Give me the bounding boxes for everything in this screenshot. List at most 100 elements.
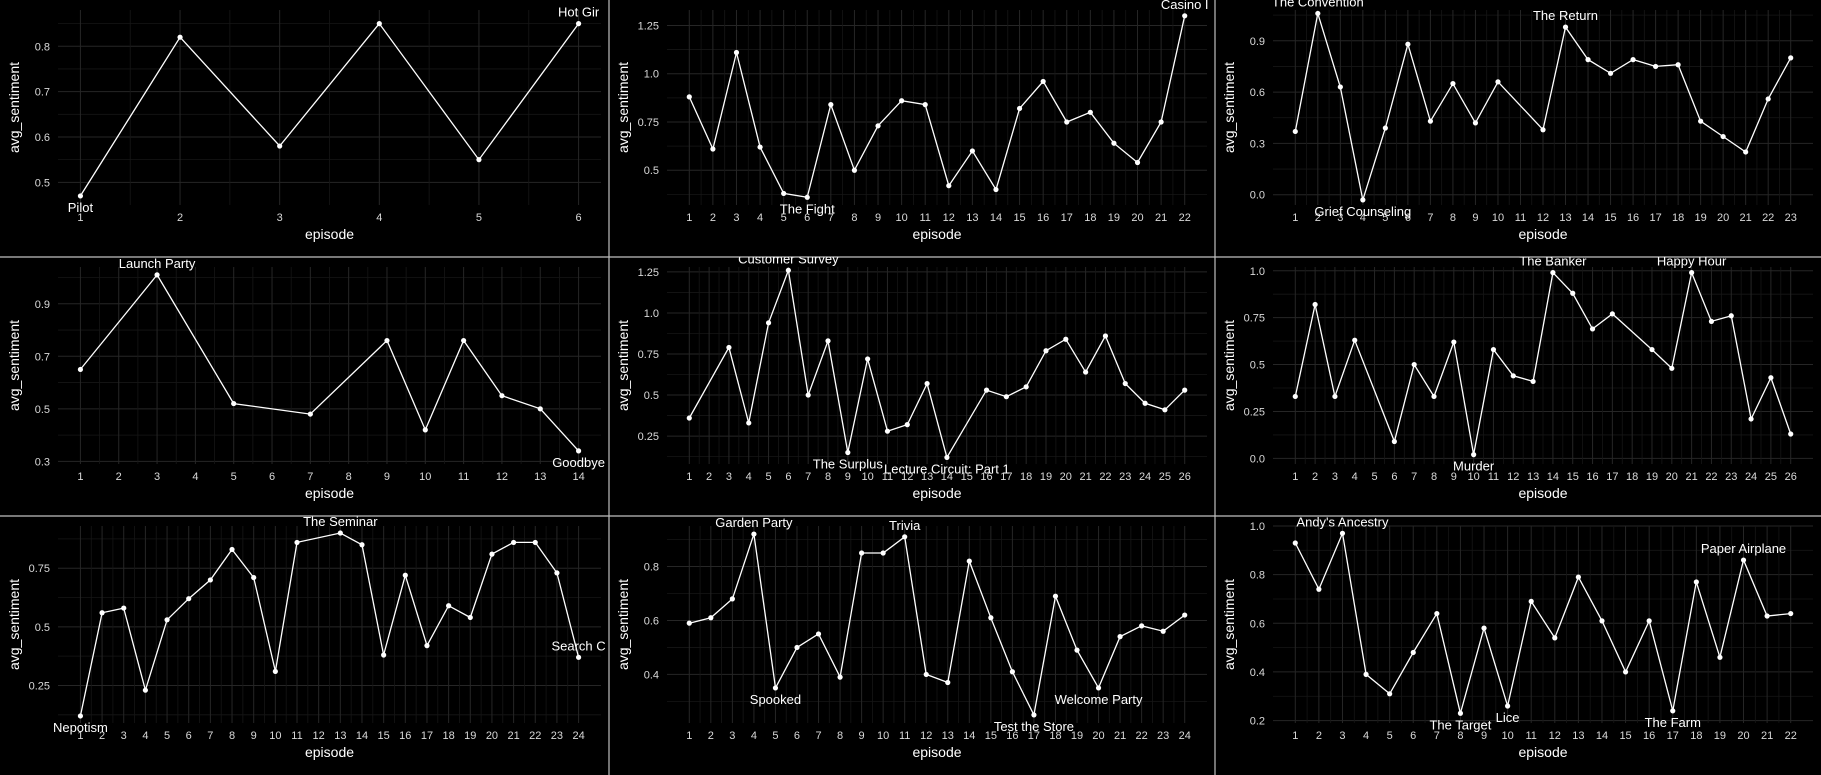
annotations: The Banker Happy Hour Murder [1453,257,1727,474]
data-point [1083,369,1089,375]
data-point [381,652,387,658]
data-point [77,713,84,719]
x-tick-label: 2 [708,730,714,742]
x-tick-label: 12 [313,730,325,742]
y-tick-label: 0.75 [638,349,659,361]
x-tick-label: 3 [277,212,283,224]
x-tick-label: 18 [1690,730,1702,742]
chart-panel-2: 0.50.751.01.251 2 3 4 5 6 7 8 9 10 11 12 13 14 15 16 17 1… [615,0,1209,242]
data-point [1160,628,1166,634]
x-tick-label: 2 [1315,212,1321,224]
data-point [1095,685,1102,691]
x-tick-label: 9 [1472,212,1478,224]
annotation-label: The Farm [1645,715,1701,730]
data-point [537,406,543,412]
series-line [79,273,580,452]
data-point [499,393,505,399]
x-tick-label: 11 [899,730,910,742]
annotation-label: Grief Counseling [1314,204,1411,219]
x-tick-label: 2 [710,212,716,224]
x-tick-label: 22 [529,730,541,742]
x-tick-label: 24 [572,730,584,742]
annotation-label: Paper Airplane [1701,541,1786,556]
y-axis-title: avg_sentiment [6,62,22,153]
y-axis-title: avg_sentiment [1221,579,1237,670]
data-point [1575,574,1581,580]
x-tick-label: 3 [121,730,127,742]
annotations: The Convention The Return Grief Counseling [1272,0,1598,219]
x-tick-label: 18 [1626,471,1638,483]
annotation-label: Murder [1453,459,1495,474]
x-tick-label: 23 [551,730,563,742]
chart-panel-5: 0.250.50.751.01.251 2 3 4 5 6 7 8 9 10 11 12 13 14 15 1… [615,257,1207,501]
data-point [708,615,714,621]
y-tick-label: 0.6 [35,132,50,144]
y-tick-label: 0.5 [35,622,50,634]
x-tick-label: 23 [1119,471,1131,483]
x-tick-label: 21 [507,730,519,742]
data-point [1472,120,1479,126]
x-tick-label: 21 [1155,212,1167,224]
x-tick-label: 18 [1672,212,1684,224]
y-tick-label: 0.3 [35,456,50,468]
data-point [710,146,716,152]
y-tick-label: 0.3 [1250,138,1265,150]
data-point [1570,290,1576,296]
x-tick-label: 8 [837,730,843,742]
data-point [1550,270,1556,276]
y-tick-label: 0.9 [35,299,50,311]
data-point [142,687,148,693]
x-tick-label: 3 [726,471,732,483]
x-tick-label: 10 [419,471,431,483]
data-point [1510,373,1516,379]
series-line [688,267,1186,460]
y-tick-label: 0.0 [1250,190,1265,202]
y-axis-title: avg_sentiment [6,320,22,411]
x-tick-label: 10 [895,212,907,224]
annotation-label: Hot Gir [558,5,600,20]
y-axis-title: avg_sentiment [615,320,631,411]
data-point [1768,375,1774,381]
x-tick-label: 26 [1179,471,1191,483]
data-point [1352,337,1358,343]
x-tick-label: 17 [421,730,433,742]
x-tick-label: 16 [1643,730,1655,742]
data-point [837,674,843,680]
series-line [79,22,580,197]
x-tick-label: 14 [356,730,368,742]
annotations: Andy's Ancestry Paper Airplane The Target L… [1296,516,1786,732]
x-tick-label: 2 [99,730,105,742]
y-tick-label: 1.0 [644,69,659,81]
data-point [1182,13,1188,19]
data-point [1607,70,1614,76]
data-point [575,21,582,27]
x-tick-label: 3 [1337,212,1343,224]
data-point [489,551,495,557]
y-tick-label: 0.6 [1250,87,1265,99]
annotation-label: Pilot [68,200,94,215]
data-point [154,272,160,278]
x-tick-label: 17 [1667,730,1679,742]
x-tick-label: 3 [729,730,735,742]
x-tick-label: 8 [1450,212,1456,224]
annotation-label: Search C [551,638,605,653]
annotation-label: Nepotism [53,720,108,735]
data-point [785,267,791,273]
x-tick-label: 5 [765,471,771,483]
annotation-label: The Convention [1272,0,1364,9]
x-axis-title: episode [305,485,354,501]
data-point [944,454,950,461]
x-tick-label: 8 [229,730,235,742]
x-tick-label: 24 [1139,471,1151,483]
data-point [1495,79,1501,85]
data-point [1528,598,1534,604]
x-axis-title: episode [1518,226,1567,242]
data-point [164,617,170,623]
data-point [1360,197,1366,203]
x-tick-label: 5 [1382,212,1388,224]
series-line [688,15,1186,199]
gridlines [58,526,601,723]
data-point [815,631,822,637]
gridlines [1273,267,1813,464]
x-tick-label: 11 [458,471,469,483]
